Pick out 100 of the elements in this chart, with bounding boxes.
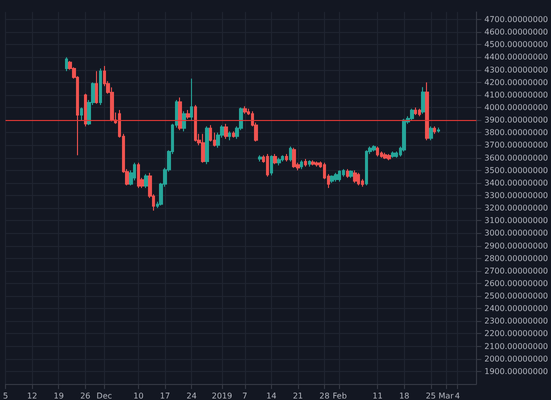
candlestick	[228, 130, 231, 141]
candlestick	[330, 174, 334, 184]
candlestick	[273, 154, 277, 165]
y-tick-label: 2900.00000000	[484, 241, 548, 250]
candlestick	[243, 106, 247, 114]
candlestick	[95, 70, 98, 104]
candlestick	[277, 157, 281, 166]
x-tick-label: 19	[54, 392, 64, 400]
y-tick-label: 2400.00000000	[484, 304, 548, 314]
x-tick-label: 4	[454, 392, 460, 400]
candlestick	[205, 126, 209, 165]
candlestick	[437, 127, 440, 134]
candlestick	[429, 126, 433, 141]
x-tick-label: 7	[242, 392, 248, 400]
candlestick	[342, 168, 345, 178]
y-tick-label: 2100.00000000	[484, 342, 548, 351]
candlestick	[346, 168, 349, 178]
x-tick-label: 25	[426, 392, 436, 400]
y-tick-label: 2800.00000000	[484, 254, 548, 263]
candlestick	[270, 154, 273, 176]
x-tick-label: 24	[186, 392, 197, 400]
candlestick	[258, 154, 262, 162]
y-tick-label: 4200.00000000	[484, 78, 548, 87]
candlestick	[353, 170, 357, 184]
x-tick-label: 26	[80, 392, 90, 400]
candlestick	[194, 104, 197, 142]
candlestick	[311, 160, 315, 166]
y-tick-label: 4000.00000000	[484, 103, 548, 112]
x-tick-label: Mar	[438, 392, 454, 400]
y-tick-label: 4100.00000000	[484, 90, 548, 100]
candlestick	[65, 56, 68, 72]
x-tick-label: 10	[133, 392, 144, 400]
candlestick	[266, 154, 269, 178]
y-tick-label: 3100.00000000	[484, 216, 548, 226]
candlestick	[414, 107, 417, 116]
y-tick-label: 4300.00000000	[484, 65, 548, 74]
y-tick-label: 3700.00000000	[484, 140, 548, 150]
x-tick-label: 11	[372, 392, 383, 400]
candlestick	[387, 154, 391, 161]
y-tick-label: 4500.00000000	[484, 40, 548, 50]
y-tick-label: 3900.00000000	[484, 116, 548, 125]
candlestick	[383, 152, 387, 160]
x-tick-label: 17	[160, 392, 170, 400]
x-tick-label: 2019	[212, 392, 232, 400]
candlestick	[178, 96, 182, 131]
candlestick	[144, 174, 148, 188]
y-tick-label: 2000.00000000	[484, 354, 548, 364]
candlestick	[349, 170, 353, 178]
x-tick-label: 21	[292, 392, 304, 400]
candlestick	[137, 162, 140, 188]
y-tick-label: 3600.00000000	[484, 153, 548, 162]
y-tick-label: 2600.00000000	[484, 278, 548, 288]
y-tick-label: 3300.00000000	[484, 190, 548, 200]
y-tick-label: 3800.00000000	[484, 128, 548, 138]
candlestick	[418, 108, 421, 117]
y-tick-label: 2300.00000000	[484, 316, 548, 326]
y-tick-label: 2500.00000000	[484, 292, 548, 301]
candlestick	[190, 78, 193, 121]
candlestick	[334, 172, 338, 182]
y-tick-label: 4600.00000000	[484, 28, 548, 37]
x-tick-label: Feb	[332, 392, 347, 400]
y-tick-label: 4700.00000000	[484, 15, 548, 24]
x-tick-label: Dec	[96, 392, 112, 400]
y-tick-label: 1900.00000000	[484, 366, 548, 376]
candlestick	[80, 107, 83, 121]
candlestick	[99, 68, 102, 106]
candlestick	[421, 86, 425, 114]
candlestick	[224, 123, 228, 140]
candlestick	[391, 151, 395, 158]
y-tick-label: 4400.00000000	[484, 52, 548, 62]
candlestick	[357, 172, 360, 186]
candlestick	[425, 82, 429, 141]
y-tick-label: 2200.00000000	[484, 329, 548, 338]
candlestick	[182, 110, 186, 132]
candlestick	[186, 110, 190, 120]
candlestick	[376, 146, 379, 158]
x-tick-label: 14	[266, 392, 276, 400]
candlestick	[300, 160, 303, 170]
x-tick-label: 5	[3, 392, 8, 400]
candlestick	[433, 126, 436, 134]
candlestick	[84, 93, 87, 127]
candlestick	[281, 154, 284, 162]
x-tick-label: 12	[27, 392, 38, 400]
candlestick	[372, 144, 376, 152]
x-tick-label: 28	[319, 392, 330, 400]
candlestick	[308, 160, 311, 168]
y-tick-label: 3200.00000000	[484, 204, 548, 213]
candlestick	[410, 108, 414, 121]
candlestick	[365, 150, 368, 186]
candlestick	[304, 158, 307, 168]
candlestick	[289, 146, 292, 162]
candlestick	[232, 130, 235, 138]
y-tick-label: 3500.00000000	[484, 166, 548, 175]
x-tick-label: 18	[399, 392, 410, 400]
y-tick-label: 3000.00000000	[484, 228, 548, 238]
y-tick-label: 3400.00000000	[484, 178, 548, 188]
candlestick	[201, 133, 205, 164]
candlestick	[315, 161, 319, 168]
candlestick	[292, 147, 296, 168]
candlestick	[338, 170, 341, 182]
